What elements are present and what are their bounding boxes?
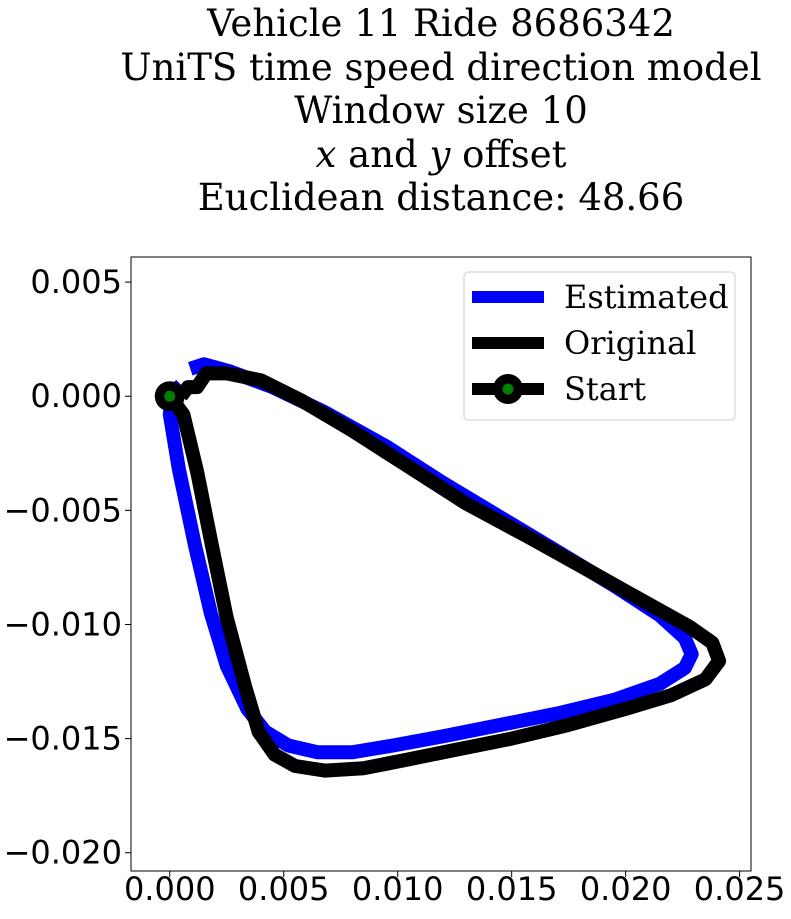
legend-label-start: Start — [564, 370, 646, 408]
title-offset-text: offset — [450, 132, 567, 176]
y-axis: 0.005 0.000 −0.005 −0.010 −0.015 −0.020 — [4, 263, 131, 872]
series-line-original — [164, 366, 727, 778]
chart-title-block: Vehicle 11 Ride 8686342 UniTS time speed… — [0, 2, 791, 220]
x-tick-label: 0.010 — [352, 870, 444, 908]
x-tick-label: 0.020 — [580, 870, 672, 908]
chart-title-line-1: Vehicle 11 Ride 8686342 — [207, 2, 675, 45]
series-layer — [154, 357, 727, 778]
x-tick-label: 0.015 — [466, 870, 558, 908]
legend-label-original: Original — [564, 324, 696, 362]
y-tick-label: 0.005 — [30, 263, 122, 301]
start-marker-center — [164, 390, 176, 402]
y-tick-label: −0.015 — [4, 720, 122, 758]
legend: Estimated Original Start — [463, 271, 736, 421]
x-tick-label: 0.025 — [694, 870, 786, 908]
title-x-variable: x — [315, 132, 337, 176]
title-y-variable: y — [429, 132, 451, 176]
chart-title-distance: Euclidean distance: 48.66 — [197, 176, 685, 219]
y-tick-label: −0.010 — [4, 605, 122, 643]
title-and-text: and — [336, 132, 430, 176]
x-tick-label: 0.005 — [238, 870, 330, 908]
legend-swatch-start-dot — [502, 383, 514, 395]
legend-label-estimated: Estimated — [564, 278, 729, 316]
chart-title-line-4: x and y offset — [0, 133, 791, 177]
y-tick-label: −0.020 — [4, 834, 122, 872]
chart-title-line-3: Window size 10 — [294, 89, 588, 132]
plot-frame — [130, 256, 752, 872]
chart-title-line-2: UniTS time speed direction model — [120, 45, 762, 89]
x-tick-label: 0.000 — [124, 870, 216, 908]
y-tick-label: 0.000 — [30, 377, 122, 415]
y-tick-label: −0.005 — [4, 491, 122, 529]
x-axis: 0.000 0.005 0.010 0.015 0.020 0.025 — [124, 870, 785, 908]
